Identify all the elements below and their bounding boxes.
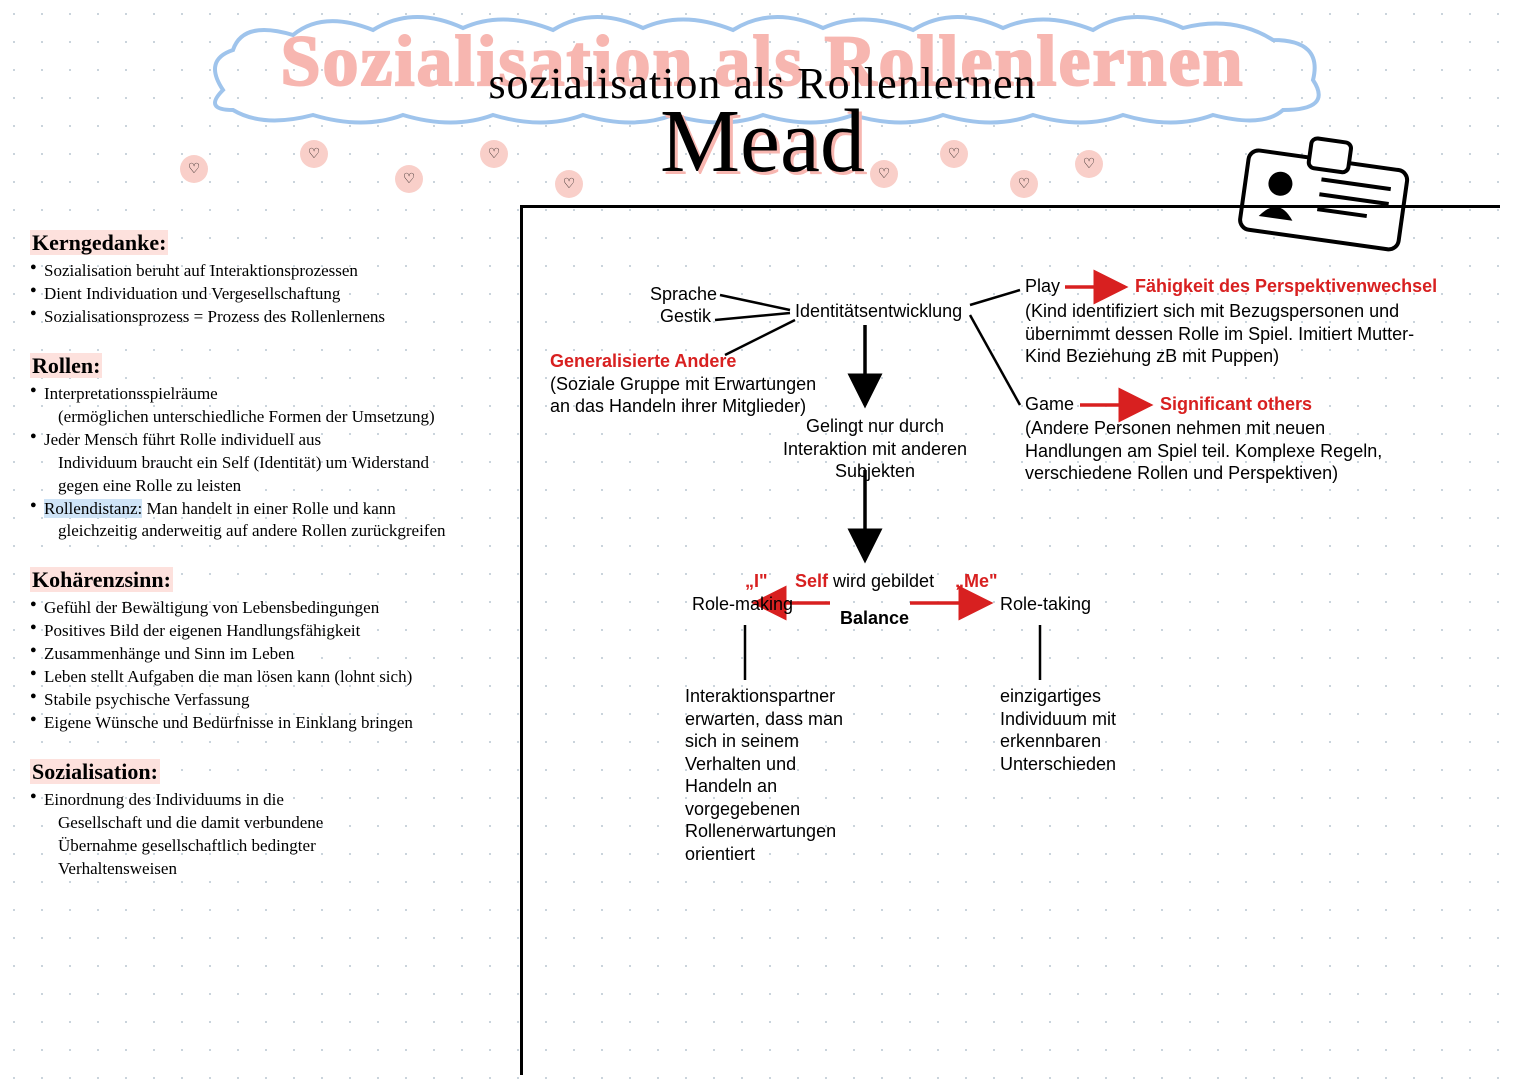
heart-icon: ♡ [480,140,508,168]
red-label: Self [795,571,828,591]
node-play-red: Fähigkeit des Perspektivenwechsel [1135,275,1437,298]
node-sprache: Sprache [650,283,717,306]
bullet: Leben stellt Aufgaben die man lösen kann… [30,666,500,689]
bullet: Stabile psychische Verfassung [30,689,500,712]
bullet-text: Jeder Mensch führt Rolle individuell aus [44,430,321,449]
section-rollen: Rollen: Interpretationsspielräume (ermög… [30,353,500,544]
bullet-sub: Gesellschaft und die damit verbundene [44,812,500,835]
section-title: Sozialisation: [30,759,160,784]
heart-icon: ♡ [870,160,898,188]
bullet-sub: gegen eine Rolle zu leisten [44,475,500,498]
bullet: Zusammenhänge und Sinn im Leben [30,643,500,666]
highlighted-term: Rollendistanz: [44,499,142,518]
node-self: Self wird gebildet [795,570,934,593]
node-i-label: „I" [745,570,768,593]
section-sozialisation: Sozialisation: Einordnung des Individuum… [30,759,500,881]
bullet-sub: Individuum braucht ein Self (Identität) … [44,452,500,475]
bullet: Rollendistanz: Man handelt in einer Roll… [30,498,500,544]
section-kerngedanke: Kerngedanke: Sozialisation beruht auf In… [30,230,500,329]
heart-icon: ♡ [395,165,423,193]
node-role-making: Role-making [692,593,793,616]
bullet-text: Man handelt in einer Rolle und kann [142,499,396,518]
bullet: Positives Bild der eigenen Handlungsfähi… [30,620,500,643]
bullet-text: Interpretationsspielräume [44,384,218,403]
section-title: Kohärenzsinn: [30,567,173,592]
heart-icon: ♡ [1010,170,1038,198]
node-generalisierte-andere: Generalisierte Andere (Soziale Gruppe mi… [550,350,830,418]
heart-icon: ♡ [180,155,208,183]
node-balance: Balance [840,607,909,630]
section-kohaerenz: Kohärenzsinn: Gefühl der Bewältigung von… [30,567,500,735]
bullet-sub: Verhaltensweisen [44,858,500,881]
bullet: Dient Individuation und Vergesellschaftu… [30,283,500,306]
bullet-sub: (ermöglichen unterschiedliche Formen der… [44,406,500,429]
red-label: Generalisierte Andere [550,351,736,371]
node-identitaet: Identitätsentwicklung [795,300,962,323]
node-play-text: (Kind identifiziert sich mit Bezugsperso… [1025,300,1425,368]
node-game-red: Significant others [1160,393,1312,416]
heart-icon: ♡ [1075,150,1103,178]
bullet-sub: Übernahme gesellschaftlich bedingter [44,835,500,858]
left-column: Kerngedanke: Sozialisation beruht auf In… [30,230,500,905]
node-play: Play [1025,275,1060,298]
node-me-label: „Me" [955,570,998,593]
heart-icon: ♡ [555,170,583,198]
node-me-text: einzigartiges Individuum mit erkennbaren… [1000,685,1150,775]
heart-icon: ♡ [300,140,328,168]
bullet-text: Einordnung des Individuums in die [44,790,284,809]
node-gestik: Gestik [660,305,711,328]
bullet-sub: gleichzeitig anderweitig auf andere Roll… [44,520,500,543]
node-game: Game [1025,393,1074,416]
concept-diagram: Sprache Gestik Identitätsentwicklung Gen… [520,205,1520,1075]
bullet: Einordnung des Individuums in die Gesell… [30,789,500,881]
node-role-taking: Role-taking [1000,593,1091,616]
node-interaktion: Gelingt nur durch Interaktion mit andere… [765,415,985,483]
section-title: Kerngedanke: [30,230,168,255]
node-i-text: Interaktionspartner erwarten, dass man s… [685,685,865,865]
bullet: Gefühl der Bewältigung von Lebensbedingu… [30,597,500,620]
node-game-text: (Andere Personen nehmen mit neuen Handlu… [1025,417,1415,485]
bullet: Eigene Wünsche und Bedürfnisse in Einkla… [30,712,500,735]
bullet: Interpretationsspielräume (ermöglichen u… [30,383,500,429]
bullet: Sozialisationsprozess = Prozess des Roll… [30,306,500,329]
header: Sozialisation als Rollenlernen sozialisa… [0,10,1525,190]
heart-icon: ♡ [940,140,968,168]
bullet: Jeder Mensch führt Rolle individuell aus… [30,429,500,498]
node-text: wird gebildet [828,571,934,591]
node-text: (Soziale Gruppe mit Erwartungen an das H… [550,374,816,417]
bullet: Sozialisation beruht auf Interaktionspro… [30,260,500,283]
section-title: Rollen: [30,353,102,378]
